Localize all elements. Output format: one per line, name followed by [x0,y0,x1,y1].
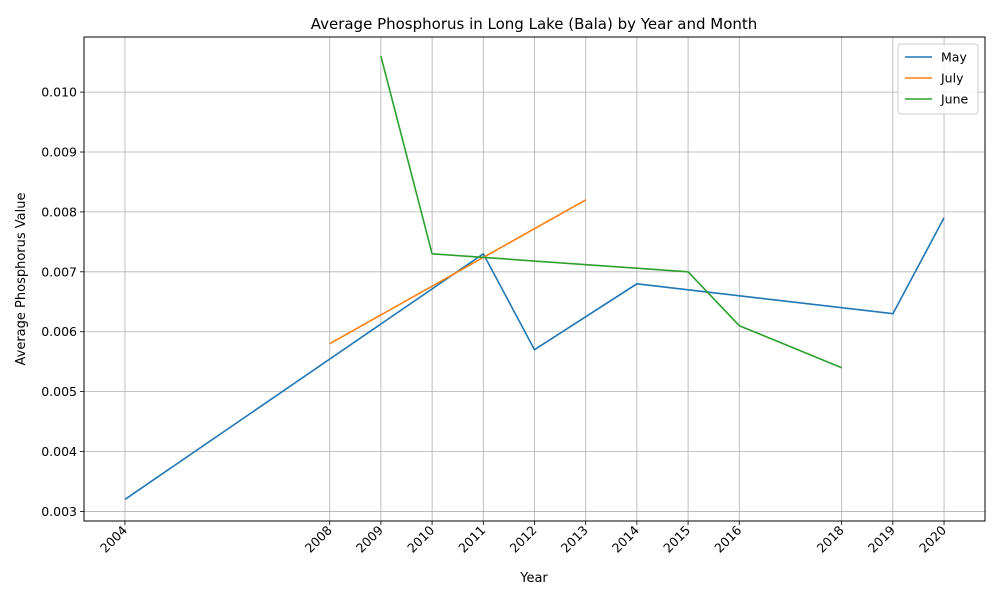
y-tick-label: 0.008 [41,204,77,219]
y-tick-label: 0.003 [41,504,77,519]
y-tick-label: 0.006 [41,324,77,339]
y-tick-label: 0.007 [41,264,77,279]
legend-label-june: June [940,92,969,107]
legend: May July June [897,43,979,115]
series-lines [124,55,945,501]
x-axis-label: Year [519,571,548,586]
grid-lines [84,37,985,521]
y-tick-label: 0.004 [41,444,77,459]
series-line-july [329,199,587,345]
y-tick-label: 0.005 [41,384,77,399]
series-line-june [380,55,843,369]
series-line-may [124,217,945,501]
legend-label-may: May [941,50,967,65]
legend-label-july: July [940,71,964,86]
y-axis-ticks: 0.003 0.004 0.005 0.006 0.007 0.008 0.009 0.010 [41,85,84,519]
y-axis-label: Average Phosphorus Value [14,193,29,366]
chart-title: Average Phosphorus in Long Lake (Bala) b… [311,15,758,33]
y-tick-label: 0.009 [41,145,77,160]
legend-box [897,43,979,115]
y-tick-label: 0.010 [41,85,77,100]
